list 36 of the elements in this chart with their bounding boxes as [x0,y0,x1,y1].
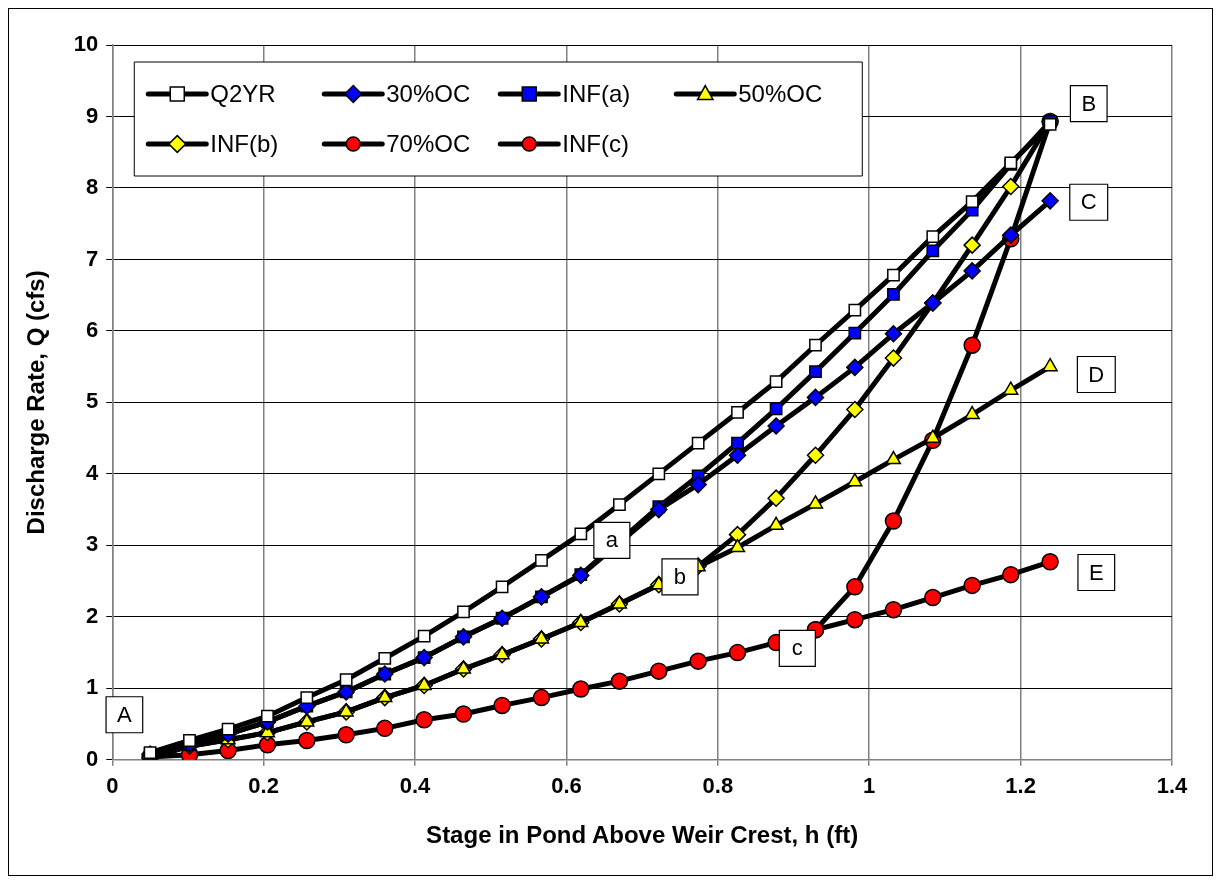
x-tick-label: 0.6 [551,773,582,799]
y-tick-label: 1 [86,674,99,700]
legend-label: 50%OC [738,79,823,107]
y-tick-label: 10 [73,31,99,57]
y-tick-label: 2 [86,602,99,628]
legend-label: INF(a) [562,79,631,107]
x-tick-label: 1.4 [1156,773,1189,799]
x-tick-label: 1.2 [1005,773,1036,799]
legend-label: INF(b) [210,129,279,157]
annotation: c [791,635,803,661]
y-tick-label: 5 [86,388,99,414]
annotation: C [1080,189,1097,215]
legend-label: Q2YR [210,79,276,107]
annotation: A [117,701,133,727]
annotation: b [673,563,687,589]
y-tick-label: 4 [86,459,100,485]
y-axis-title: Discharge Rate, Q (cfs) [22,270,50,535]
y-tick-label: 0 [86,745,99,771]
x-tick-label: 0.2 [248,773,279,799]
y-tick-label: 9 [86,102,99,128]
y-tick-label: 3 [86,531,99,557]
y-tick-label: 7 [86,245,99,271]
x-axis-title: Stage in Pond Above Weir Crest, h (ft) [426,821,859,849]
legend-label: 70%OC [386,129,471,157]
x-tick-label: 0.4 [399,773,432,799]
annotation: B [1081,90,1097,116]
legend-label: INF(c) [562,129,629,157]
y-tick-label: 6 [86,316,99,342]
annotation: a [605,527,619,553]
legend-label: 30%OC [386,79,471,107]
x-tick-label: 1 [863,773,876,799]
annotation: E [1088,559,1104,585]
y-tick-label: 8 [86,174,99,200]
annotation: D [1088,361,1105,387]
x-tick-label: 0 [106,773,119,799]
x-tick-label: 0.8 [702,773,734,799]
